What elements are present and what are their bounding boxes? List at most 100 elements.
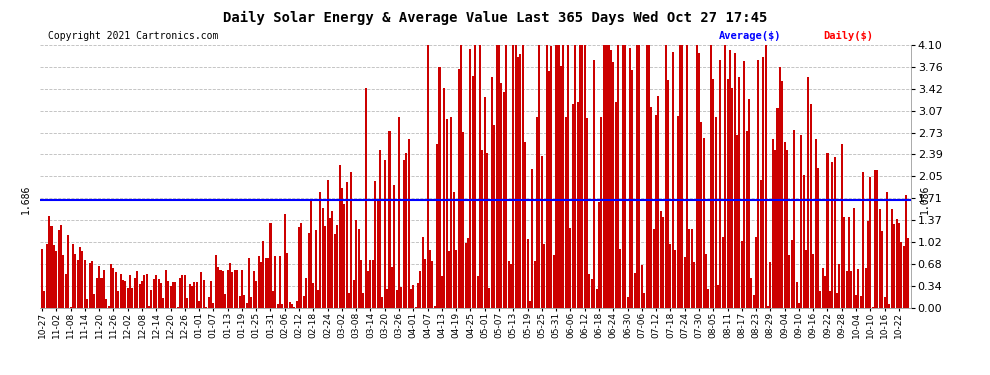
Bar [667, 81, 669, 308]
Bar [729, 50, 731, 308]
Bar [303, 296, 305, 307]
Bar [398, 117, 400, 308]
Bar [355, 220, 357, 308]
Bar [208, 297, 210, 307]
Bar [836, 294, 838, 308]
Bar [639, 45, 641, 308]
Bar [184, 275, 186, 308]
Bar [310, 201, 312, 308]
Bar [900, 242, 902, 308]
Bar [652, 228, 654, 308]
Bar [274, 256, 276, 308]
Bar [105, 299, 107, 307]
Bar [764, 45, 766, 308]
Bar [512, 45, 514, 308]
Bar [596, 289, 598, 308]
Bar [452, 192, 454, 308]
Bar [850, 270, 852, 308]
Bar [493, 125, 495, 308]
Bar [362, 292, 364, 308]
Bar [674, 250, 676, 307]
Bar [645, 45, 647, 308]
Bar [267, 258, 269, 307]
Bar [300, 223, 303, 308]
Bar [72, 244, 74, 308]
Bar [57, 230, 59, 308]
Bar [455, 250, 457, 307]
Bar [610, 50, 612, 308]
Bar [843, 216, 845, 308]
Bar [732, 88, 734, 308]
Bar [812, 254, 814, 308]
Bar [420, 271, 422, 308]
Bar [881, 231, 883, 308]
Bar [743, 61, 745, 308]
Text: 1.086: 1.086 [920, 185, 930, 214]
Bar [293, 306, 295, 308]
Bar [662, 217, 664, 308]
Bar [262, 241, 264, 308]
Bar [672, 52, 674, 308]
Bar [696, 45, 698, 308]
Text: Daily($): Daily($) [824, 31, 874, 40]
Bar [305, 278, 307, 308]
Bar [169, 286, 171, 308]
Bar [888, 304, 890, 307]
Bar [776, 108, 778, 307]
Bar [484, 97, 486, 308]
Bar [462, 132, 464, 308]
Bar [127, 288, 129, 308]
Bar [679, 45, 681, 308]
Bar [388, 131, 390, 308]
Bar [203, 279, 205, 308]
Bar [210, 281, 212, 308]
Bar [581, 45, 583, 308]
Bar [669, 244, 671, 308]
Bar [660, 211, 662, 308]
Bar [544, 244, 545, 308]
Bar [234, 270, 236, 308]
Bar [229, 263, 231, 308]
Bar [817, 168, 819, 308]
Bar [879, 209, 881, 308]
Bar [479, 45, 481, 308]
Bar [657, 96, 659, 308]
Bar [405, 153, 407, 308]
Bar [427, 45, 429, 308]
Bar [374, 181, 376, 308]
Bar [788, 255, 790, 308]
Bar [508, 261, 510, 308]
Bar [379, 150, 381, 308]
Bar [408, 139, 410, 308]
Bar [227, 270, 229, 308]
Bar [272, 291, 274, 308]
Bar [439, 67, 441, 308]
Bar [472, 76, 474, 308]
Bar [386, 289, 388, 308]
Bar [859, 296, 862, 307]
Bar [708, 290, 710, 308]
Bar [727, 79, 729, 308]
Bar [248, 258, 250, 307]
Bar [772, 139, 774, 308]
Bar [155, 275, 157, 308]
Bar [284, 214, 286, 308]
Bar [629, 48, 631, 308]
Bar [891, 209, 893, 308]
Bar [103, 270, 105, 308]
Bar [903, 246, 905, 308]
Bar [569, 228, 571, 308]
Bar [650, 107, 652, 307]
Bar [148, 306, 150, 308]
Text: Average($): Average($) [719, 31, 782, 40]
Bar [532, 169, 534, 308]
Bar [734, 53, 736, 307]
Bar [69, 307, 71, 308]
Bar [603, 45, 605, 308]
Bar [762, 57, 764, 308]
Bar [832, 162, 834, 308]
Bar [593, 60, 595, 308]
Bar [55, 251, 57, 308]
Bar [298, 227, 300, 308]
Bar [908, 238, 910, 308]
